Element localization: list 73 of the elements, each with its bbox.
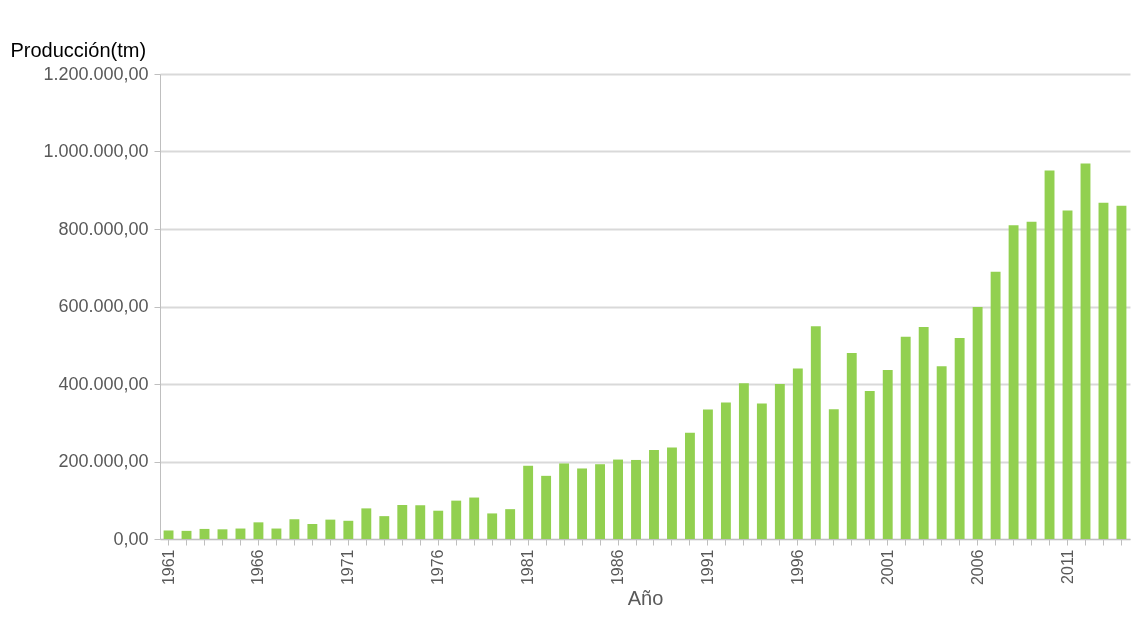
y-tick-label: 400.000,00 — [58, 373, 149, 394]
bar — [1080, 163, 1091, 539]
x-tick-label: 1981 — [519, 549, 537, 586]
bar — [738, 383, 749, 539]
bar — [271, 528, 282, 539]
bar — [451, 500, 462, 539]
x-tick-label: 1976 — [429, 549, 447, 586]
bar — [541, 475, 552, 539]
bar — [918, 327, 929, 539]
y-tick-label: 1.200.000,00 — [43, 63, 149, 84]
bar — [1044, 170, 1055, 539]
bar — [325, 519, 336, 539]
x-tick-label: 1991 — [698, 549, 716, 586]
bar — [631, 459, 641, 539]
bar — [469, 497, 480, 539]
x-tick-label: 1971 — [339, 549, 357, 586]
bar — [1026, 221, 1037, 539]
bar — [667, 447, 677, 539]
y-tick-label: 600.000,00 — [58, 296, 149, 316]
bar — [289, 519, 300, 539]
bar — [217, 529, 228, 539]
bar — [954, 337, 965, 539]
bar — [756, 403, 767, 539]
y-tick-label: 200.000,00 — [58, 451, 149, 471]
x-tick-label: 1996 — [788, 549, 806, 586]
bar — [792, 368, 803, 539]
bar — [828, 409, 839, 539]
bar — [163, 530, 174, 539]
bar — [523, 465, 534, 539]
bar — [882, 370, 893, 539]
bar — [702, 409, 713, 539]
bar — [559, 463, 570, 539]
bar — [649, 449, 659, 539]
y-axis-title: Producción(tm) — [10, 38, 147, 61]
bar — [900, 336, 911, 539]
x-tick-label: 2001 — [878, 549, 896, 586]
bar — [1116, 205, 1127, 539]
bar — [379, 516, 390, 539]
bar — [972, 306, 983, 539]
bar — [1062, 210, 1073, 539]
bar — [1008, 225, 1019, 539]
x-tick-label: 1966 — [249, 549, 267, 586]
bar — [1098, 202, 1109, 539]
x-tick-label: 2011 — [1058, 549, 1076, 584]
bar — [595, 464, 605, 539]
bar — [361, 508, 372, 539]
bar — [487, 513, 498, 539]
bar — [846, 353, 857, 539]
x-tick-label: 2006 — [968, 549, 986, 586]
bar — [505, 509, 516, 539]
bar — [181, 530, 192, 539]
bar — [415, 505, 426, 539]
bar — [253, 522, 264, 539]
bar — [864, 390, 875, 539]
bar — [343, 520, 354, 539]
bar — [307, 523, 318, 539]
x-axis-title: Año — [627, 587, 664, 610]
bar — [936, 366, 947, 539]
bar — [199, 528, 210, 539]
bar — [720, 402, 731, 539]
bar — [577, 468, 588, 539]
bar — [613, 459, 623, 539]
x-tick-label: 1961 — [159, 549, 177, 586]
bar — [774, 384, 785, 539]
bar — [433, 510, 444, 539]
bar — [990, 271, 1001, 539]
bar — [810, 326, 821, 539]
x-tick-label: 1986 — [609, 549, 627, 586]
y-tick-label: 800.000,00 — [58, 218, 149, 239]
y-tick-label: 0,00 — [113, 528, 149, 549]
bar — [397, 504, 408, 539]
y-tick-label: 1.000.000,00 — [43, 141, 149, 161]
bar — [685, 432, 695, 539]
